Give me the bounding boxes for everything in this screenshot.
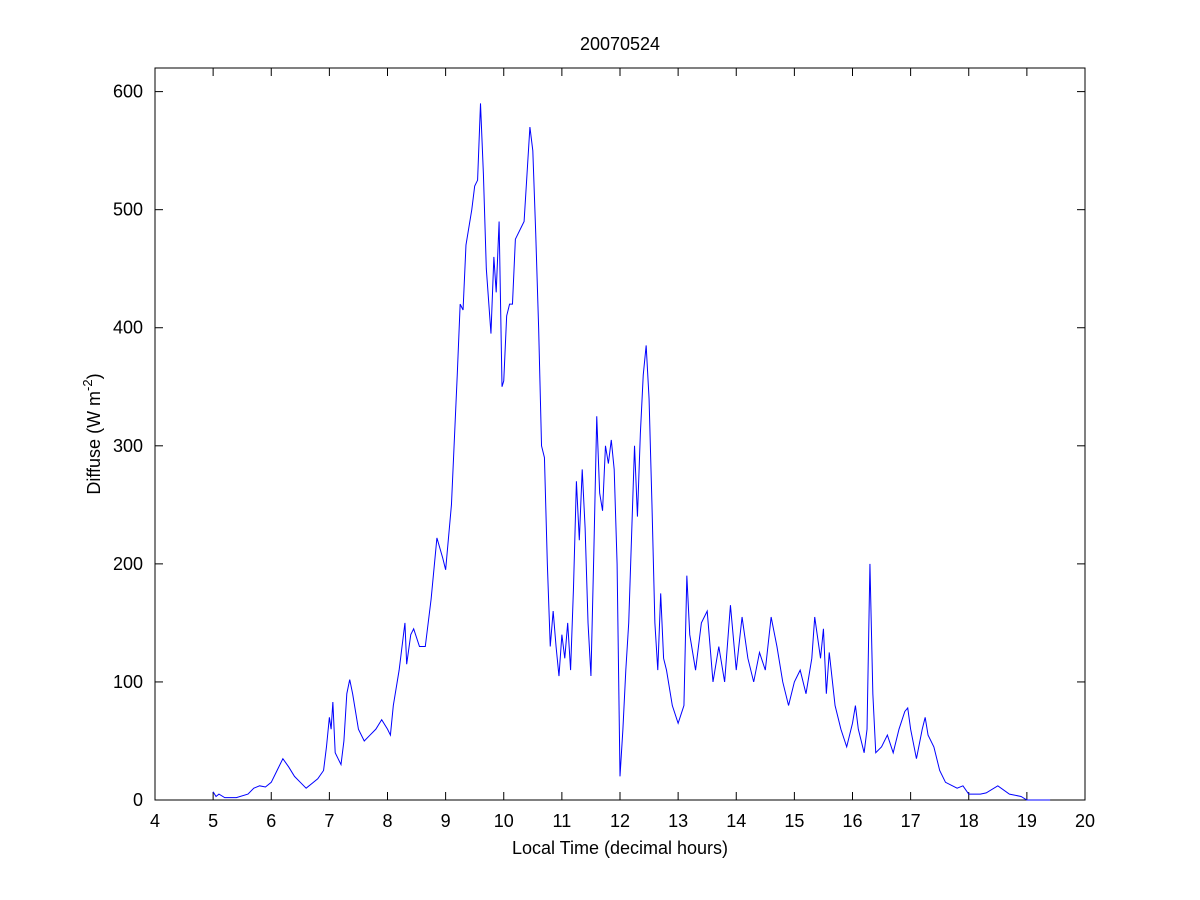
x-tick-label: 4 — [150, 811, 160, 831]
y-tick-label: 500 — [113, 200, 143, 220]
x-tick-label: 6 — [266, 811, 276, 831]
x-tick-label: 5 — [208, 811, 218, 831]
y-tick-label: 300 — [113, 436, 143, 456]
y-tick-label: 200 — [113, 554, 143, 574]
y-tick-label: 600 — [113, 82, 143, 102]
chart-title: 20070524 — [580, 34, 660, 54]
x-tick-label: 19 — [1017, 811, 1037, 831]
x-tick-label: 11 — [553, 811, 572, 831]
x-tick-label: 16 — [842, 811, 862, 831]
x-tick-label: 15 — [784, 811, 804, 831]
y-tick-label: 0 — [133, 790, 143, 810]
y-label-close: ) — [84, 373, 104, 379]
x-tick-label: 14 — [726, 811, 746, 831]
x-tick-label: 9 — [441, 811, 451, 831]
x-tick-label: 10 — [494, 811, 514, 831]
data-line — [212, 103, 1051, 801]
x-tick-label: 17 — [901, 811, 921, 831]
y-label-text: Diffuse (W m — [84, 391, 104, 495]
x-axis-label: Local Time (decimal hours) — [512, 838, 728, 858]
y-tick-label: 100 — [113, 672, 143, 692]
x-tick-label: 8 — [382, 811, 392, 831]
x-tick-label: 12 — [610, 811, 630, 831]
x-tick-label: 20 — [1075, 811, 1095, 831]
y-axis-label: Diffuse (W m-2) — [80, 373, 104, 494]
y-label-sup: -2 — [80, 379, 95, 391]
x-tick-label: 7 — [324, 811, 334, 831]
x-tick-label: 13 — [668, 811, 688, 831]
x-tick-label: 18 — [959, 811, 979, 831]
y-tick-label: 400 — [113, 318, 143, 338]
